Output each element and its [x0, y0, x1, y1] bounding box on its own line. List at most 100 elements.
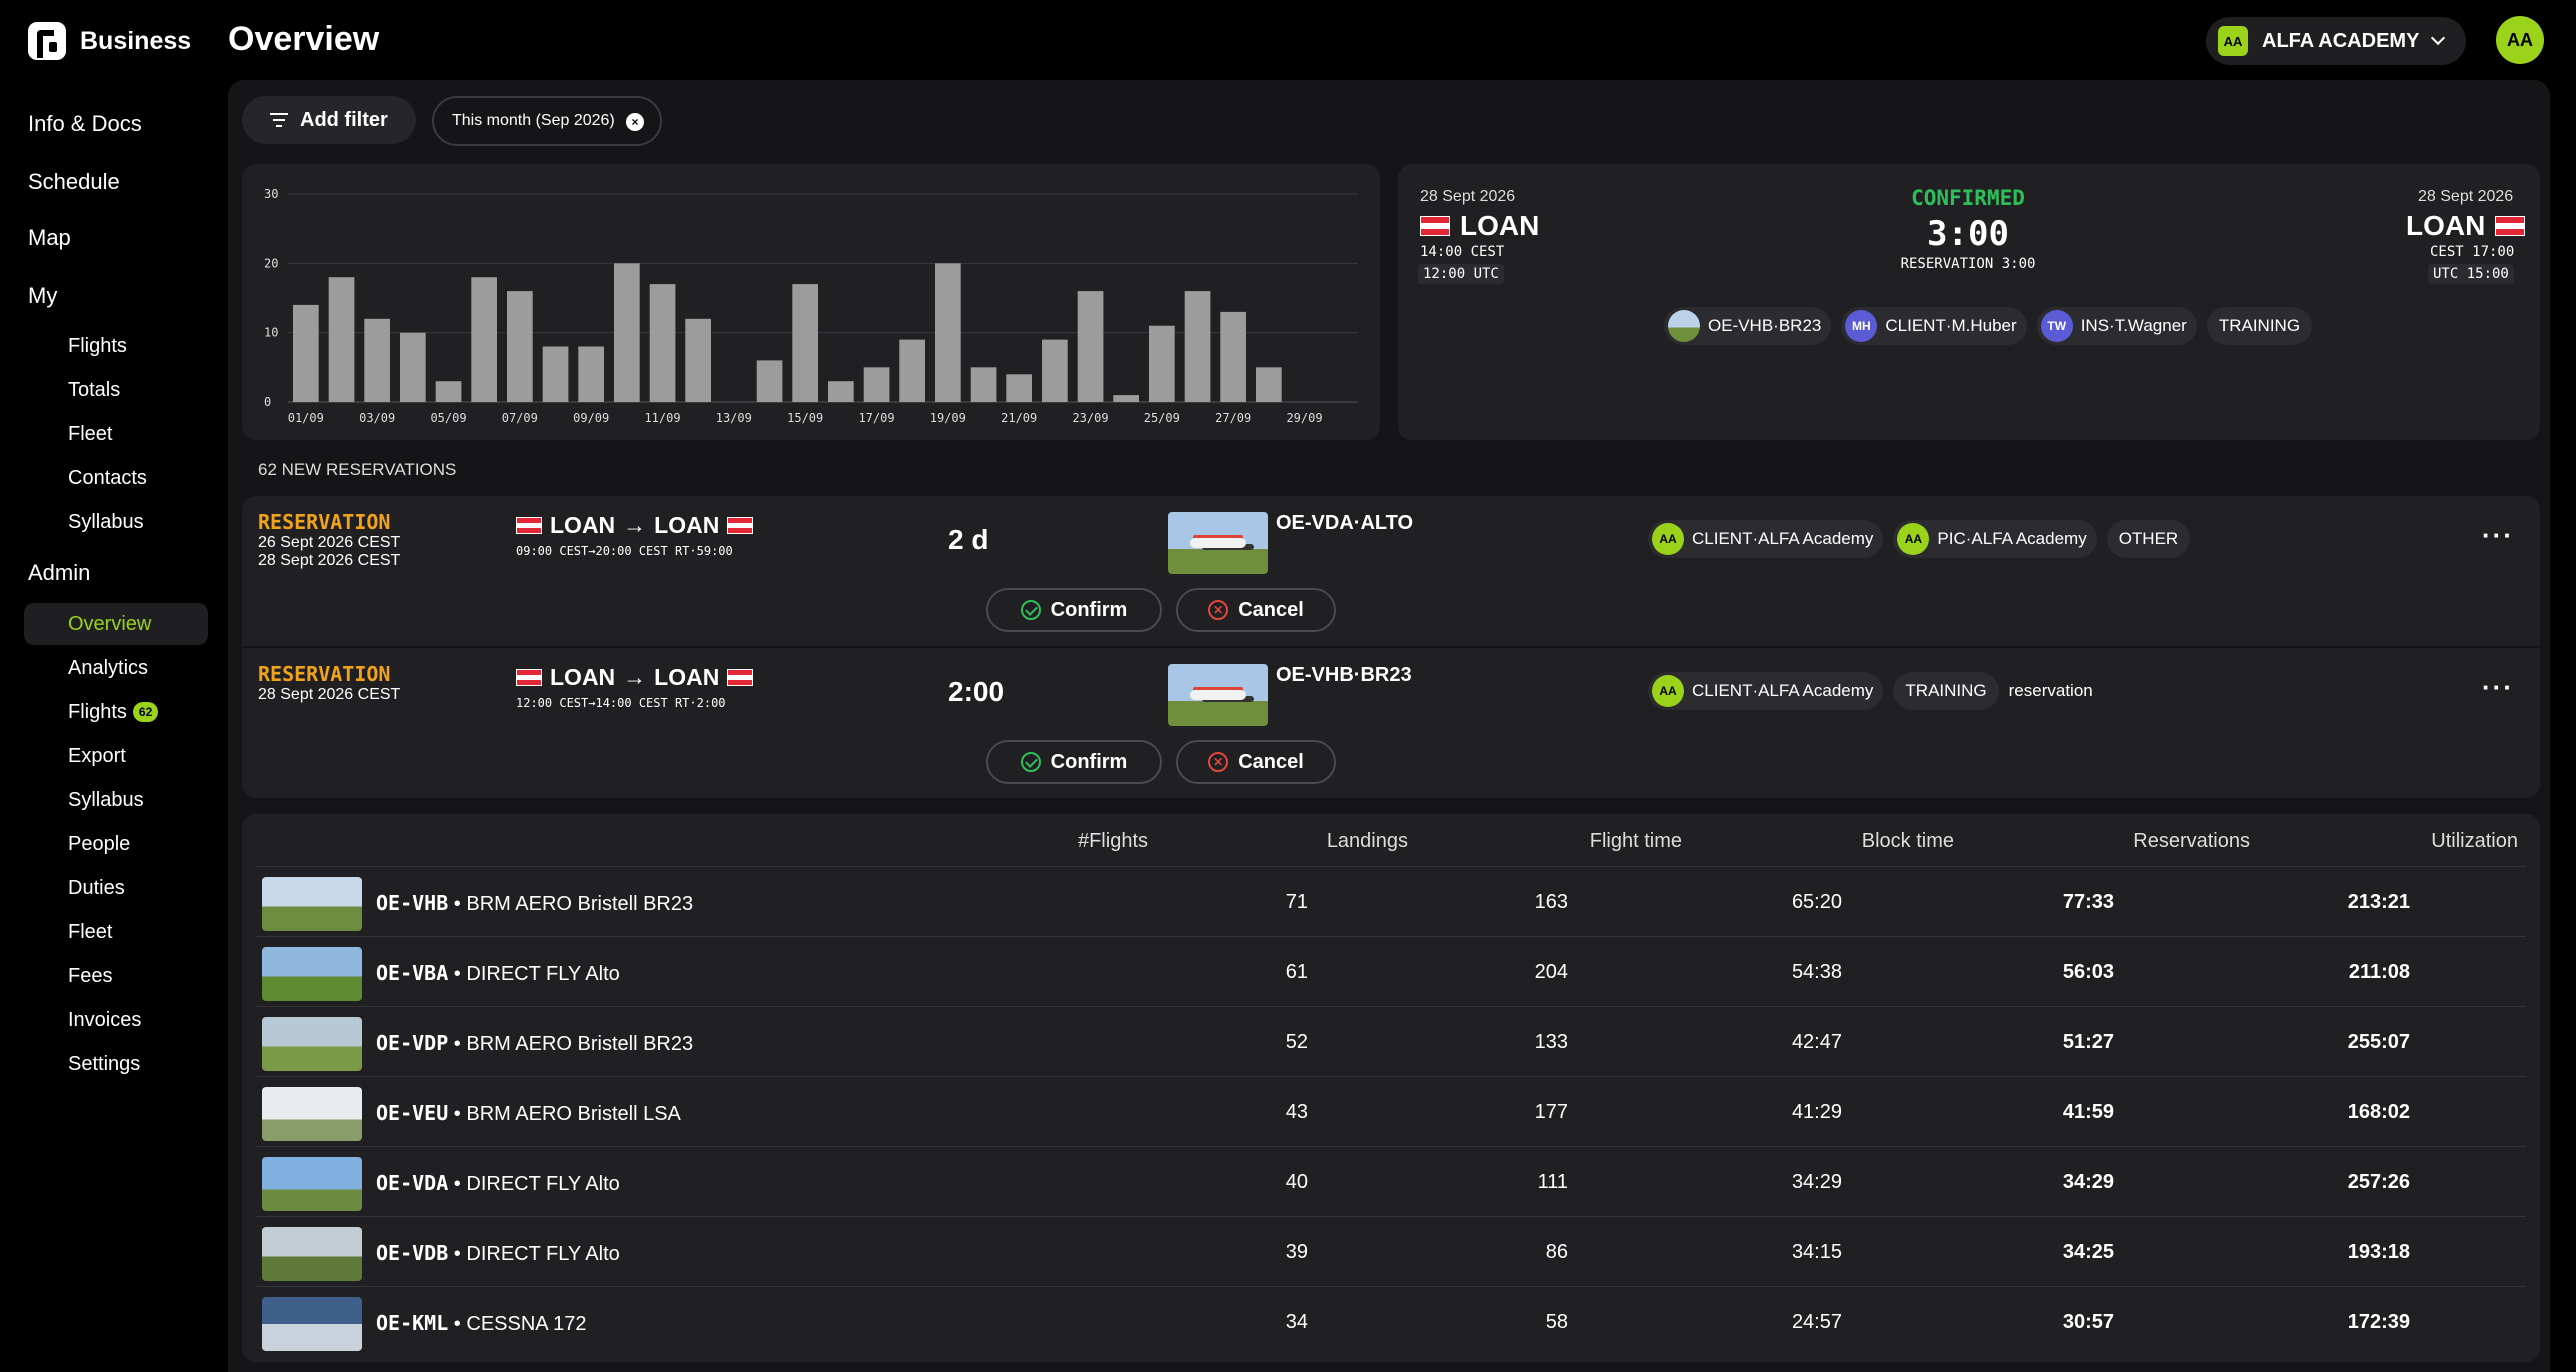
add-filter-button[interactable]: Add filter [242, 96, 416, 144]
nav-my-contacts[interactable]: Contacts [68, 467, 147, 489]
cell-reservations: 172:39 [2347, 1311, 2410, 1333]
bar-15-09[interactable] [792, 284, 818, 402]
header-landings[interactable]: Landings [1326, 830, 1408, 852]
bar-17-09[interactable] [863, 367, 890, 402]
cancel-button[interactable]: ✕ Cancel [1176, 588, 1336, 632]
aircraft-tag[interactable]: OE-VHB·BR23 [1664, 307, 1832, 345]
bar-08-09[interactable] [542, 346, 569, 403]
client-tag[interactable]: AA CLIENT·ALFA Academy [1648, 672, 1884, 710]
bar-18-09[interactable] [899, 339, 925, 402]
aircraft-name[interactable]: OE-VEU • BRM AERO Bristell LSA [376, 1101, 681, 1125]
client-tag-label: CLIENT·ALFA Academy [1692, 529, 1874, 548]
bar-21-09[interactable] [1006, 374, 1032, 402]
reservation-row[interactable]: RESERVATION 26 Sept 2026 CEST 28 Sept 20… [242, 496, 2540, 646]
table-row[interactable]: OE-KML • CESSNA 172345824:5730:57172:391… [256, 1286, 2526, 1356]
aircraft-name[interactable]: OE-VBA • DIRECT FLY Alto [376, 961, 620, 985]
aircraft-name[interactable]: OE-VDA • DIRECT FLY Alto [376, 1171, 620, 1195]
nav-info-docs[interactable]: Info & Docs [28, 111, 142, 136]
aircraft-model: CESSNA 172 [466, 1313, 587, 1335]
bar-01-09[interactable] [293, 304, 319, 402]
bar-04-09[interactable] [400, 332, 426, 402]
filter-chip-month[interactable]: This month (Sep 2026) × [432, 96, 662, 146]
nav-admin-flights[interactable]: Flights 62 [68, 701, 159, 724]
instructor-tag[interactable]: TW INS·T.Wagner [2036, 307, 2197, 345]
bar-03-09[interactable] [364, 318, 390, 402]
table-row[interactable]: OE-VDB • DIRECT FLY Alto 39 86 34:15 34:25 19… [256, 1216, 2526, 1286]
bar-11-09[interactable] [649, 284, 676, 402]
nav-my[interactable]: My [28, 283, 58, 308]
bar-23-09[interactable] [1077, 291, 1104, 402]
nav-admin-duties[interactable]: Duties [68, 877, 125, 899]
bar-22-09[interactable] [1042, 339, 1068, 402]
header-utilization[interactable]: Utilization [2431, 830, 2518, 852]
bar-09-09[interactable] [578, 346, 604, 403]
brand[interactable]: Business [28, 22, 191, 60]
table-row[interactable]: OE-VDP • BRM AERO Bristell BR23 52 133 42:4… [256, 1006, 2526, 1076]
nav-my-syllabus[interactable]: Syllabus [68, 511, 144, 533]
nav-admin-settings[interactable]: Settings [68, 1053, 141, 1075]
more-options-icon[interactable]: ··· [2482, 520, 2514, 550]
cancel-button[interactable]: ✕ Cancel [1176, 740, 1336, 784]
nav-schedule[interactable]: Schedule [28, 169, 120, 194]
bar-25-09[interactable] [1149, 325, 1175, 402]
bar-16-09[interactable] [828, 381, 854, 402]
reservation-row[interactable]: RESERVATION 28 Sept 2026 CEST LOAN → LOA… [242, 648, 2540, 798]
nav-map[interactable]: Map [28, 225, 71, 250]
confirm-button[interactable]: Confirm [986, 740, 1162, 784]
aircraft-name[interactable]: OE-VDP • BRM AERO Bristell BR23 [376, 1031, 694, 1055]
nav-admin-fees[interactable]: Fees [68, 965, 113, 987]
bar-06-09[interactable] [471, 277, 497, 402]
header-flights[interactable]: #Flights [1077, 830, 1148, 852]
cell-flight-time: 54:38 [1791, 961, 1842, 983]
bar-02-09[interactable] [328, 277, 355, 402]
aircraft-registration[interactable]: OE-VDA·ALTO [1276, 512, 1414, 534]
table-row[interactable]: OE-VBA • DIRECT FLY Alto 61 204 54:38 56:03 2… [256, 936, 2526, 1006]
table-row[interactable]: OE-VEU • BRM AERO Bristell LSA 43 177 41:29… [256, 1076, 2526, 1146]
header-flight-time[interactable]: Flight time [1589, 830, 1682, 852]
aircraft-name[interactable]: OE-KML • CESSNA 172 [376, 1311, 587, 1335]
client-tag[interactable]: MH CLIENT·M.Huber [1841, 307, 2027, 345]
more-options-icon[interactable]: ··· [2482, 672, 2514, 702]
nav-admin-fleet[interactable]: Fleet [68, 921, 113, 943]
arrival-airport: LOAN [2406, 210, 2526, 242]
aircraft-name[interactable]: OE-VHB • BRM AERO Bristell BR23 [376, 891, 694, 915]
confirm-button[interactable]: Confirm [986, 588, 1162, 632]
nav-admin-syllabus[interactable]: Syllabus [68, 789, 144, 811]
org-switcher[interactable]: AA ALFA ACADEMY [2206, 17, 2466, 65]
header-block-time[interactable]: Block time [1861, 830, 1954, 852]
bar-12-09[interactable] [685, 318, 711, 402]
bar-07-09[interactable] [507, 291, 533, 402]
aircraft-name[interactable]: OE-VDB • DIRECT FLY Alto [376, 1241, 620, 1265]
bar-14-09[interactable] [756, 360, 783, 402]
bar-27-09[interactable] [1220, 311, 1246, 402]
nav-admin-export[interactable]: Export [68, 745, 126, 767]
bar-26-09[interactable] [1184, 291, 1211, 402]
bar-19-09[interactable] [935, 263, 961, 402]
nav-my-flights[interactable]: Flights [68, 335, 127, 357]
nav-admin[interactable]: Admin [28, 560, 91, 585]
close-icon[interactable]: × [626, 113, 644, 131]
pic-tag[interactable]: AA PIC·ALFA Academy [1893, 520, 2097, 558]
nav-admin-people[interactable]: People [68, 833, 131, 855]
bar-24-09[interactable] [1113, 395, 1139, 402]
bar-10-09[interactable] [614, 263, 640, 402]
nav-admin-analytics[interactable]: Analytics [68, 657, 149, 679]
reservation-detail-card[interactable] [1398, 164, 2540, 440]
aircraft-model: BRM AERO Bristell BR23 [466, 893, 694, 915]
arrival-date: 28 Sept 2026 [2418, 188, 2514, 205]
bar-05-09[interactable] [435, 381, 462, 402]
reservation-tags: AA CLIENT·ALFA Academy AA PIC·ALFA Academy… [1648, 520, 2191, 558]
bar-28-09[interactable] [1256, 367, 1282, 402]
table-row[interactable]: OE-VHB • BRM AERO Bristell BR23 71 163 65:2… [256, 866, 2526, 936]
client-tag[interactable]: AA CLIENT·ALFA Academy [1648, 520, 1884, 558]
nav-my-fleet[interactable]: Fleet [68, 423, 113, 445]
aircraft-registration[interactable]: OE-VHB·BR23 [1276, 664, 1412, 686]
nav-admin-overview[interactable]: Overview [68, 613, 152, 635]
nav-admin-invoices[interactable]: Invoices [68, 1009, 142, 1031]
user-avatar[interactable]: AA [2496, 16, 2544, 64]
nav-my-totals[interactable]: Totals [68, 379, 121, 401]
table-row[interactable]: OE-VDA • DIRECT FLY Alto 40 111 34:29 34:29 2… [256, 1146, 2526, 1216]
header-reservations[interactable]: Reservations [2133, 830, 2250, 852]
bar-20-09[interactable] [970, 367, 997, 402]
aircraft-thumbnail [262, 1157, 362, 1211]
